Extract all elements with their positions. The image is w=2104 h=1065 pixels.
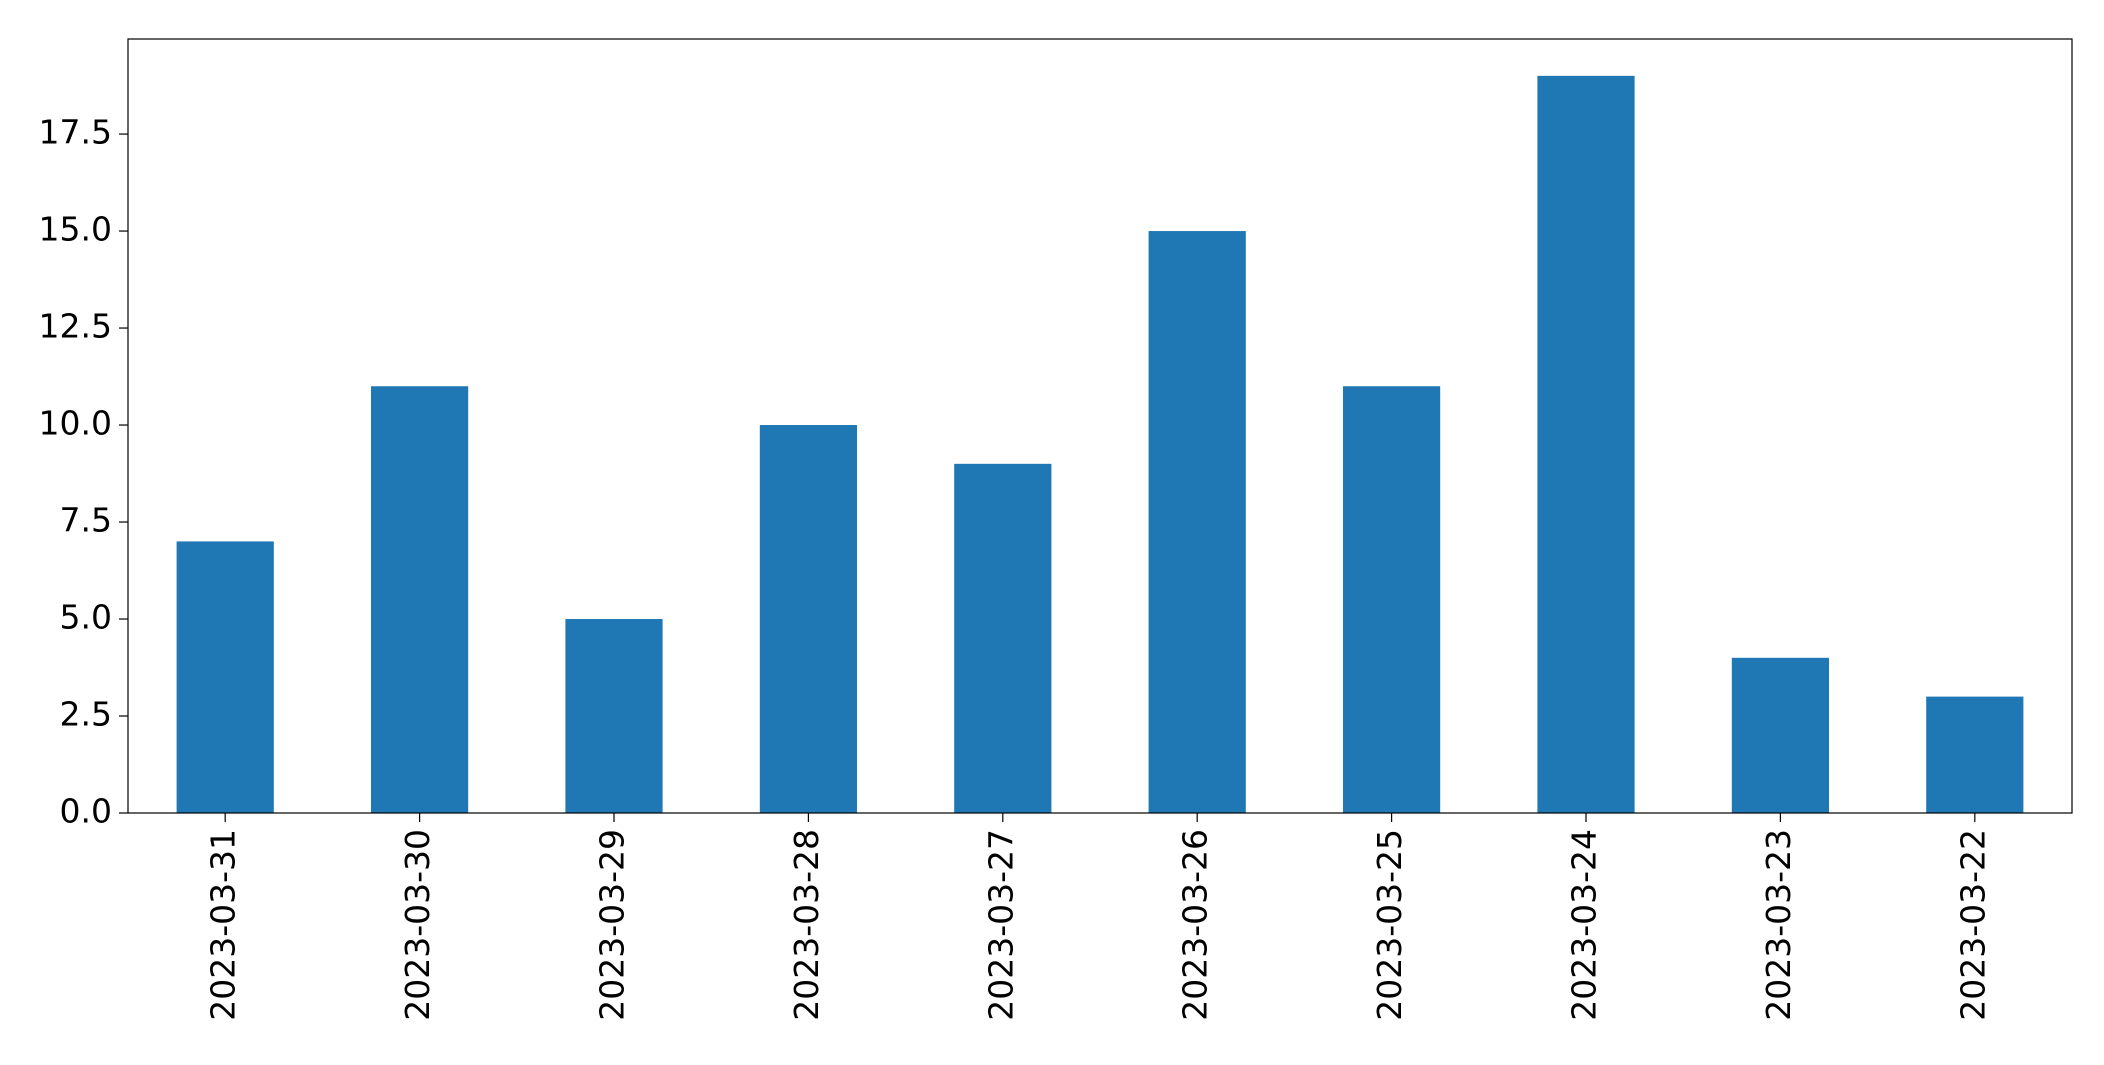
- x-tick-label: 2023-03-23: [1759, 829, 1798, 1021]
- x-tick-label: 2023-03-22: [1953, 829, 1992, 1021]
- bar-2023-03-30: [371, 386, 469, 813]
- bars-layer: [176, 75, 2024, 814]
- bar-2023-03-28: [759, 425, 857, 813]
- x-tick-label: 2023-03-31: [204, 829, 243, 1021]
- bar-2023-03-26: [1148, 231, 1246, 814]
- x-tick-label: 2023-03-27: [981, 829, 1020, 1021]
- x-tick-label: 2023-03-26: [1176, 829, 1215, 1021]
- bar-2023-03-22: [1926, 696, 2024, 813]
- y-tick-label: 5.0: [60, 598, 112, 637]
- y-tick-label: 2.5: [60, 695, 112, 734]
- x-tick-label: 2023-03-29: [593, 829, 632, 1021]
- x-tick-label: 2023-03-25: [1370, 829, 1409, 1021]
- y-tick-label: 10.0: [39, 404, 112, 443]
- y-tick-label: 7.5: [60, 501, 112, 540]
- plot-frame: [127, 38, 2073, 814]
- y-tick-label: 0.0: [60, 792, 112, 831]
- bar-2023-03-31: [176, 541, 274, 813]
- bar-2023-03-27: [954, 463, 1052, 813]
- y-tick-label: 12.5: [39, 307, 112, 346]
- x-tick-label: 2023-03-24: [1565, 829, 1604, 1021]
- y-tick-label: 15.0: [39, 210, 112, 249]
- bar-2023-03-29: [565, 619, 663, 813]
- x-axis: 2023-03-31 2023-03-30 2023-03-29 2023-03-28…: [204, 813, 1992, 1021]
- y-axis: 0.0 2.5 5.0 7.5 10.0 12.5 15.0 17.5: [39, 113, 128, 831]
- x-tick-label: 2023-03-28: [787, 829, 826, 1021]
- y-tick-label: 17.5: [39, 113, 112, 152]
- bar-2023-03-25: [1343, 386, 1441, 813]
- bar-2023-03-23: [1731, 657, 1829, 813]
- x-tick-label: 2023-03-30: [398, 829, 437, 1021]
- bar-2023-03-24: [1537, 75, 1635, 814]
